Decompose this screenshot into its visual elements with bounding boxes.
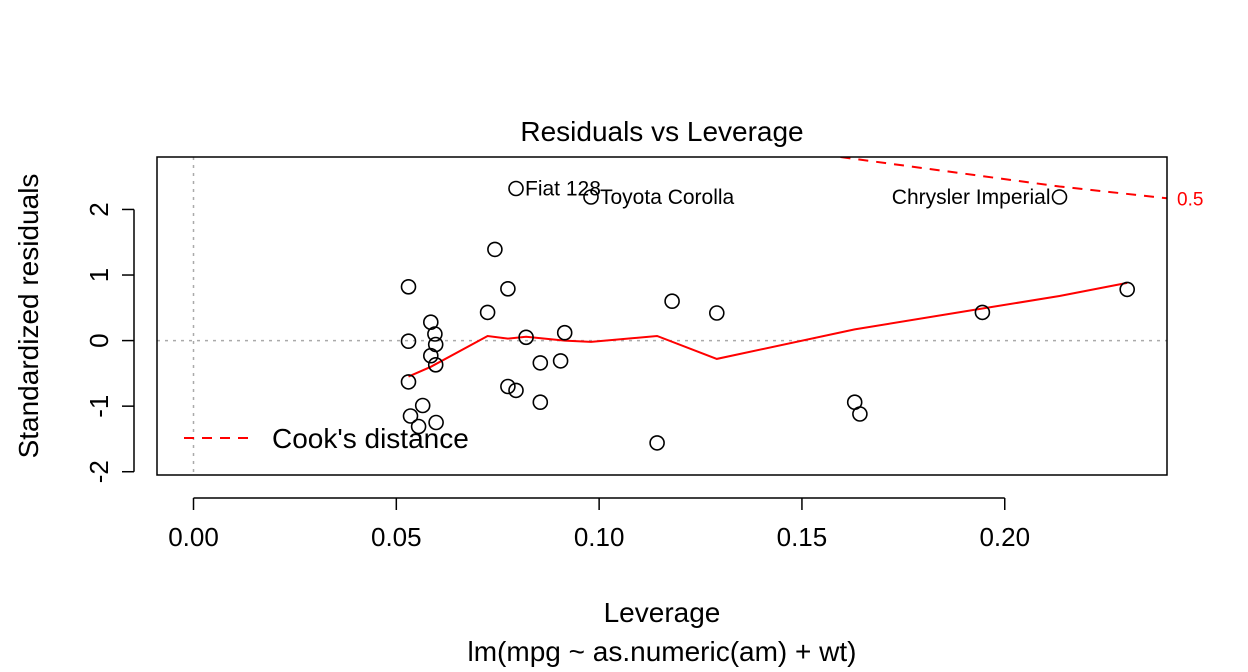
chart-title: Residuals vs Leverage — [520, 116, 803, 147]
point-label: Fiat 128 — [525, 178, 601, 201]
data-points — [400, 180, 1135, 451]
legend: Cook's distance — [184, 423, 469, 454]
data-point — [508, 180, 524, 197]
reference-lines — [157, 157, 1167, 475]
x-tick-label: 0.20 — [979, 522, 1030, 552]
data-point — [500, 378, 516, 395]
x-tick-label: 0.15 — [777, 522, 828, 552]
data-point — [479, 304, 496, 321]
point-label: Toyota Corolla — [600, 186, 735, 209]
legend-label: Cook's distance — [272, 423, 469, 454]
cooks-distance-line — [840, 157, 1167, 200]
data-point — [1119, 281, 1135, 298]
data-point — [556, 324, 573, 341]
data-point — [508, 382, 524, 399]
model-formula-label: lm(mpg ~ as.numeric(am) + wt) — [468, 636, 857, 667]
data-point — [552, 353, 569, 369]
data-point — [532, 394, 549, 411]
data-point — [532, 355, 549, 371]
data-point — [500, 280, 516, 297]
data-point — [1051, 189, 1068, 205]
cooks-distance-label: 0.5 — [1177, 189, 1203, 210]
x-tick-label: 0.10 — [574, 522, 625, 552]
data-point — [427, 336, 444, 353]
y-tick-label: -2 — [84, 460, 114, 483]
data-point — [400, 278, 417, 295]
smoothed-trend-line — [408, 281, 1128, 378]
data-point — [402, 408, 419, 424]
plot-area: Fiat 128 Toyota Corolla Chrysler Imperial — [400, 157, 1167, 451]
y-tick-label: 0 — [84, 333, 114, 347]
y-axis: -2 -1 0 1 2 — [84, 202, 135, 483]
data-point — [664, 293, 680, 310]
y-axis-label: Standardized residuals — [13, 174, 44, 459]
data-point — [427, 356, 444, 373]
data-point — [583, 189, 599, 205]
point-labels: Fiat 128 Toyota Corolla Chrysler Imperial — [525, 178, 1051, 210]
x-axis: 0.00 0.05 0.10 0.15 0.20 — [168, 497, 1030, 552]
data-point — [400, 333, 417, 350]
y-tick-label: 2 — [84, 202, 114, 216]
data-point — [487, 241, 503, 258]
data-point — [414, 397, 431, 414]
plot-frame — [156, 156, 1168, 476]
data-point — [410, 418, 427, 435]
y-tick-label: 1 — [84, 268, 114, 282]
y-tick-label: -1 — [84, 395, 114, 418]
x-tick-label: 0.00 — [168, 522, 219, 552]
data-point — [518, 329, 534, 346]
data-point — [974, 304, 991, 321]
data-point — [649, 435, 665, 451]
data-point — [708, 305, 725, 321]
data-point — [852, 406, 868, 422]
x-tick-label: 0.05 — [371, 522, 422, 552]
x-axis-label: Leverage — [604, 597, 721, 628]
data-point — [400, 374, 417, 390]
data-point — [428, 414, 444, 431]
point-label: Chrysler Imperial — [892, 186, 1051, 209]
data-point — [427, 326, 443, 342]
